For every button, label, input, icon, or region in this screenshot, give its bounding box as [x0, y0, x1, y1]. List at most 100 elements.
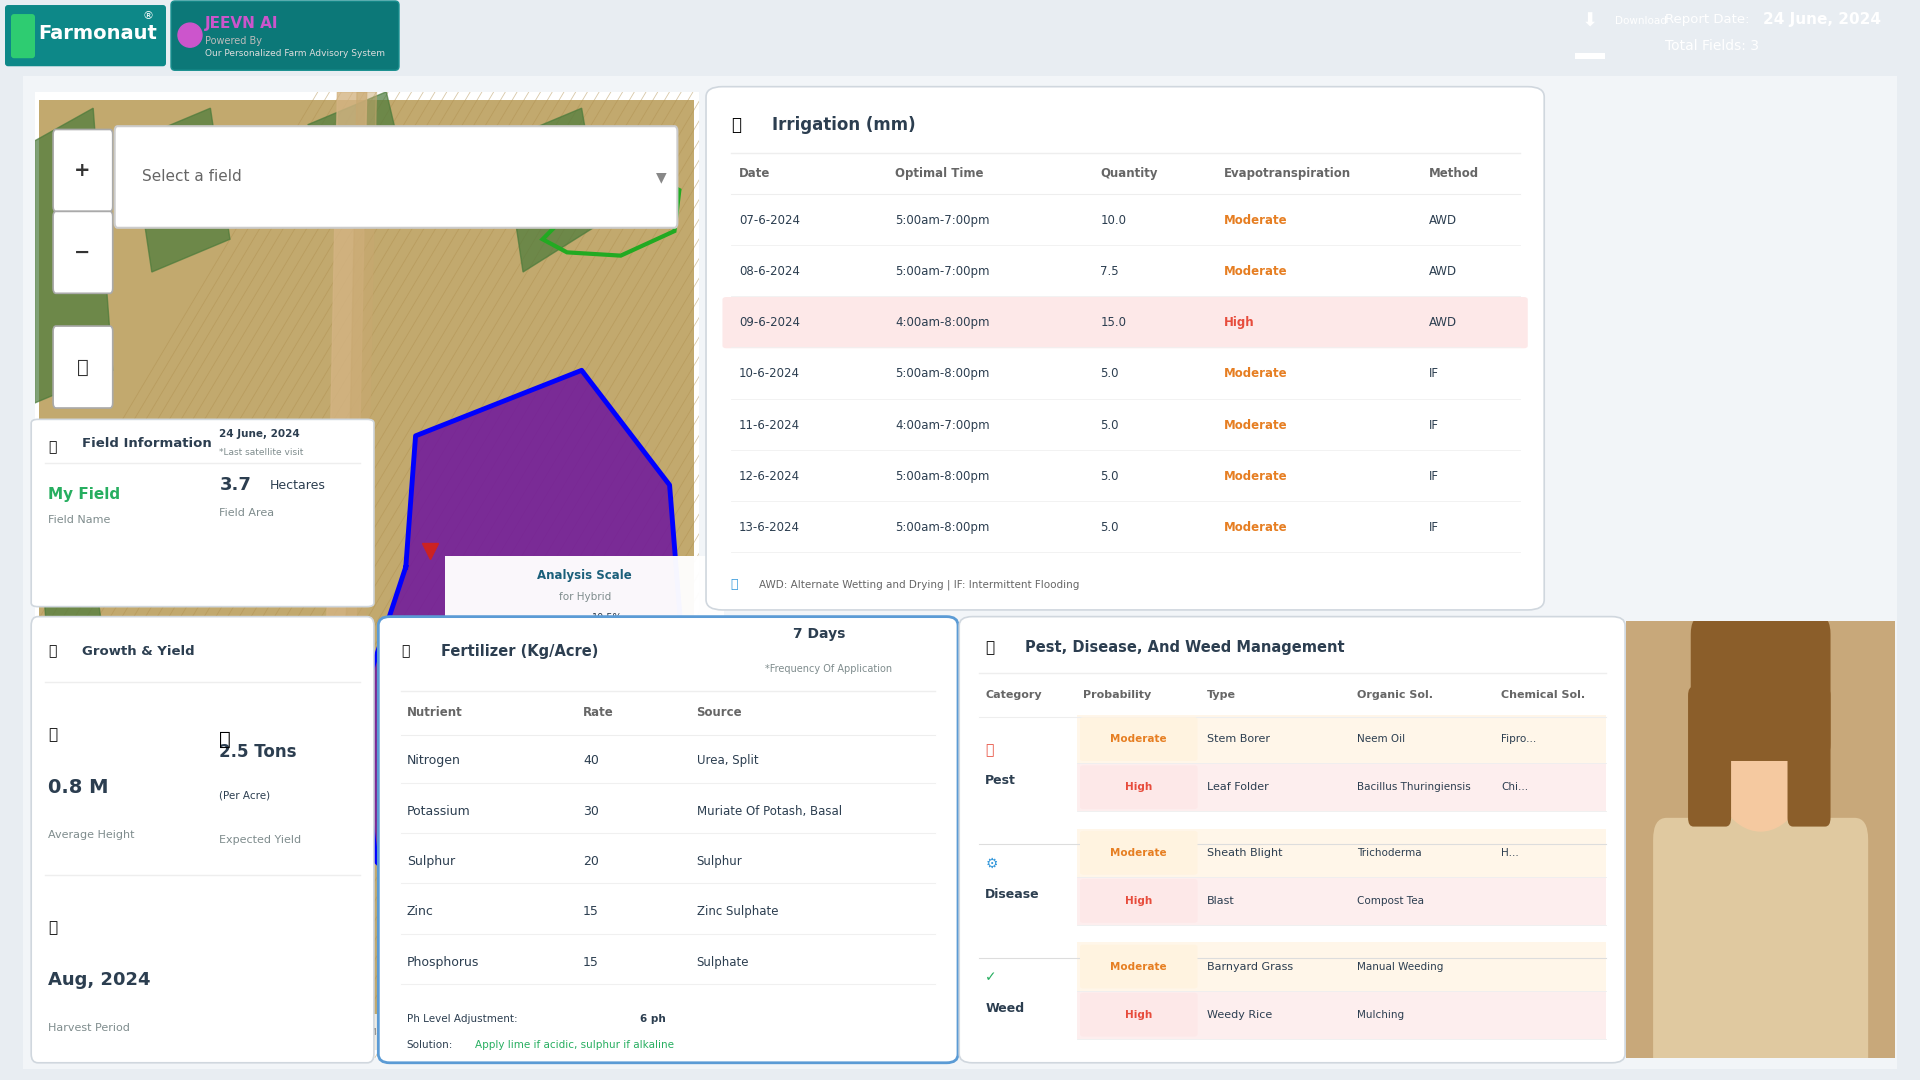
Text: Leaf Folder: Leaf Folder: [1208, 782, 1269, 793]
Text: 7 Days: 7 Days: [793, 627, 845, 642]
Text: Requires Crop Health Attention: Requires Crop Health Attention: [468, 812, 588, 822]
Circle shape: [453, 866, 465, 880]
Text: Download: Download: [1615, 16, 1667, 26]
Text: H...: H...: [1501, 848, 1519, 858]
Text: Sulphur: Sulphur: [407, 855, 455, 868]
Text: 🌾: 🌾: [219, 730, 230, 748]
Text: 3.7: 3.7: [219, 476, 252, 495]
Text: AWD: Alternate Wetting and Drying | IF: Intermittent Flooding: AWD: Alternate Wetting and Drying | IF: …: [760, 579, 1079, 590]
Text: 10.0: 10.0: [1100, 214, 1127, 227]
Text: IF: IF: [1428, 419, 1440, 432]
FancyBboxPatch shape: [722, 297, 1528, 348]
Text: Moderate: Moderate: [1110, 848, 1167, 858]
Text: 5.0: 5.0: [1100, 367, 1119, 380]
FancyBboxPatch shape: [1079, 879, 1198, 922]
Text: 5.0: 5.0: [1100, 522, 1119, 535]
Text: Analysis Scale: Analysis Scale: [538, 569, 632, 582]
Text: ✓: ✓: [985, 971, 996, 985]
Text: High: High: [1125, 896, 1152, 906]
Text: Report Date:: Report Date:: [1665, 13, 1753, 26]
Text: Powered By: Powered By: [205, 36, 261, 46]
Text: IF: IF: [1428, 522, 1440, 535]
Bar: [1077, 715, 1605, 764]
FancyBboxPatch shape: [960, 617, 1624, 1063]
Circle shape: [543, 678, 626, 780]
Text: Chi...: Chi...: [1501, 782, 1528, 793]
Text: 30: 30: [584, 805, 599, 818]
Text: ▼: ▼: [657, 170, 666, 184]
Bar: [65, 885, 125, 897]
Text: 15.0: 15.0: [1100, 316, 1127, 329]
Text: Compost Tea: Compost Tea: [1357, 896, 1425, 906]
Text: Our Personalized Farm Advisory System: Our Personalized Farm Advisory System: [205, 49, 386, 57]
Text: 7.5: 7.5: [1100, 265, 1119, 278]
Text: Zinc Sulphate: Zinc Sulphate: [697, 905, 778, 918]
Text: 5%: 5%: [576, 712, 593, 723]
Text: 40.8%: 40.8%: [490, 785, 520, 795]
Text: My Field: My Field: [48, 487, 121, 502]
Text: 🍃 Leaflet  |  © OpenStreetMap contributors, Google: 🍃 Leaflet | © OpenStreetMap contributors…: [250, 1028, 484, 1037]
Text: for Hybrid: for Hybrid: [559, 592, 611, 602]
Text: High: High: [1223, 316, 1254, 329]
Text: Probability: Probability: [1083, 690, 1152, 700]
Text: JEEVN AI: JEEVN AI: [205, 15, 278, 30]
Polygon shape: [307, 92, 405, 206]
Bar: [1077, 828, 1605, 877]
Text: ⓘ: ⓘ: [732, 578, 737, 591]
Text: 97.2%: 97.2%: [476, 673, 513, 683]
Text: 20: 20: [584, 855, 599, 868]
Text: 5:00am-7:00pm: 5:00am-7:00pm: [895, 214, 989, 227]
Text: 5:00am-7:00pm: 5:00am-7:00pm: [895, 265, 989, 278]
Text: Solution:: Solution:: [407, 1040, 453, 1050]
FancyBboxPatch shape: [1079, 831, 1198, 875]
Bar: [1077, 943, 1605, 990]
Text: *Last satellite visit: *Last satellite visit: [219, 448, 303, 457]
Text: Other: Other: [468, 869, 492, 878]
Text: 11-6-2024: 11-6-2024: [739, 419, 801, 432]
Text: ⚙: ⚙: [985, 856, 998, 870]
Text: 5:00am-8:00pm: 5:00am-8:00pm: [895, 367, 989, 380]
Text: 15: 15: [584, 956, 599, 969]
Text: 🧪: 🧪: [401, 645, 409, 659]
Text: Moderate: Moderate: [1223, 367, 1286, 380]
Circle shape: [453, 848, 465, 862]
Wedge shape: [545, 729, 584, 807]
Text: 12-6-2024: 12-6-2024: [739, 470, 801, 483]
Text: Barnyard Grass: Barnyard Grass: [1208, 961, 1294, 972]
FancyBboxPatch shape: [707, 86, 1544, 610]
Text: Bacillus Thuringiensis: Bacillus Thuringiensis: [1357, 782, 1471, 793]
Text: Sulphur: Sulphur: [697, 855, 743, 868]
FancyBboxPatch shape: [1079, 945, 1198, 988]
Text: High: High: [1125, 782, 1152, 793]
Text: Neem Oil: Neem Oil: [1357, 734, 1405, 744]
Circle shape: [1707, 656, 1814, 831]
Text: AWD: AWD: [1428, 265, 1457, 278]
Text: 🌿: 🌿: [732, 117, 741, 134]
Bar: [1077, 990, 1605, 1039]
Text: Sulphate: Sulphate: [697, 956, 749, 969]
Text: Method: Method: [1428, 167, 1478, 180]
Text: Growth & Yield: Growth & Yield: [81, 645, 194, 658]
Text: 5.0: 5.0: [1100, 419, 1119, 432]
FancyBboxPatch shape: [1079, 717, 1198, 761]
Circle shape: [179, 23, 202, 48]
FancyBboxPatch shape: [54, 824, 152, 957]
Text: Chemical Sol.: Chemical Sol.: [1501, 690, 1586, 700]
Text: ⬇: ⬇: [1582, 12, 1597, 30]
Text: Fertilizer (Kg/Acre): Fertilizer (Kg/Acre): [442, 644, 599, 659]
Text: Field Area: Field Area: [219, 508, 275, 518]
Text: 13-6-2024: 13-6-2024: [739, 522, 801, 535]
Text: Organic Sol.: Organic Sol.: [1357, 690, 1434, 700]
Text: 5:00am-8:00pm: 5:00am-8:00pm: [895, 522, 989, 535]
Text: 2.5 Tons: 2.5 Tons: [219, 743, 298, 761]
FancyBboxPatch shape: [31, 617, 374, 1063]
Text: Other: Other: [572, 734, 597, 743]
FancyBboxPatch shape: [31, 85, 703, 1065]
Polygon shape: [132, 108, 230, 272]
Text: *Frequency Of Application: *Frequency Of Application: [764, 664, 893, 674]
Text: Quantity: Quantity: [1100, 167, 1158, 180]
Text: Field Name: Field Name: [48, 515, 109, 525]
Text: AWD: AWD: [1428, 214, 1457, 227]
Text: 6 ph: 6 ph: [639, 1014, 666, 1024]
FancyBboxPatch shape: [54, 212, 113, 294]
